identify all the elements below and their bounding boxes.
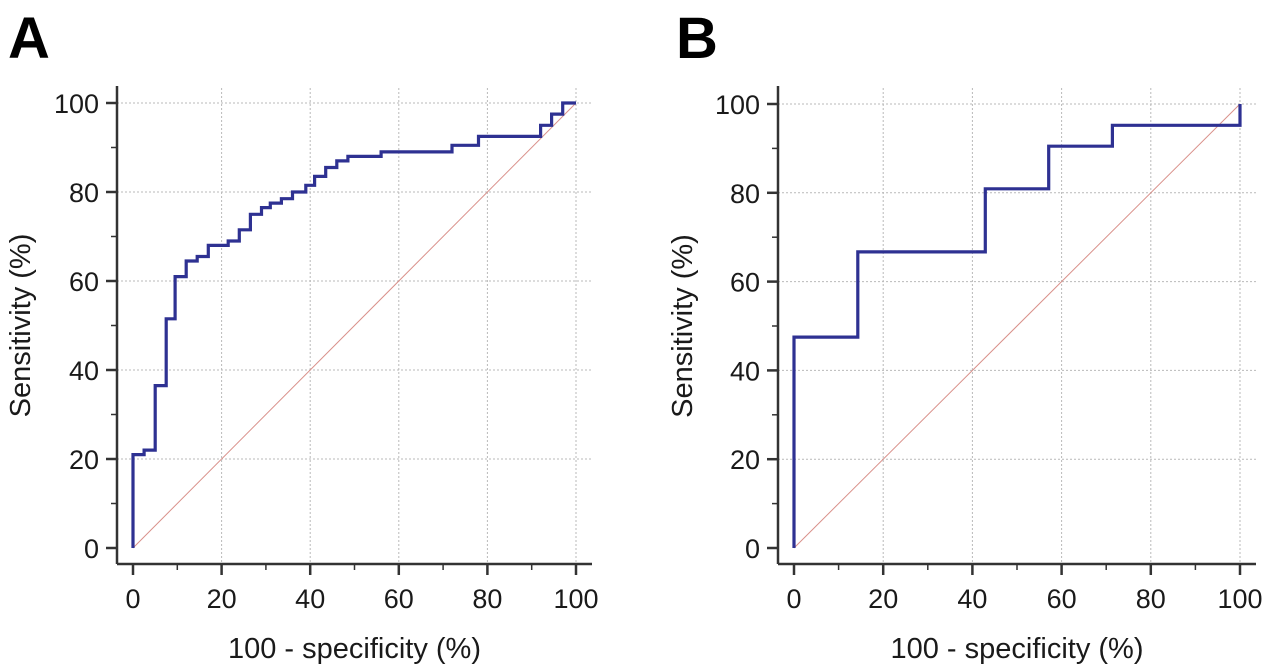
x-axis-label-a: 100 - specificity (%) (228, 633, 481, 665)
x-tick-labels-a: 0 20 40 60 80 100 (125, 584, 598, 614)
y-tick-label: 100 (54, 89, 99, 119)
x-tick-labels-b: 0 20 40 60 80 100 (786, 584, 1262, 614)
reference-diagonal-a (132, 102, 577, 549)
x-tick-label: 100 (553, 584, 598, 614)
axes-b (767, 86, 1256, 575)
panel-a: A 0 20 40 60 80 100 0 20 40 60 80 100 100 - specif… (5, 6, 599, 665)
y-tick-label: 100 (715, 90, 760, 120)
x-tick-label: 60 (384, 584, 414, 614)
y-tick-labels-a: 0 20 40 60 80 100 (54, 89, 99, 564)
y-axis-label-a: Sensitivity (%) (5, 234, 37, 418)
x-tick-label: 80 (1136, 584, 1166, 614)
panel-letter-b: B (676, 6, 718, 71)
x-tick-label: 40 (957, 584, 987, 614)
panel-letter-a: A (8, 6, 50, 71)
reference-diagonal-b (793, 103, 1241, 549)
y-tick-label: 40 (730, 356, 760, 386)
y-tick-label: 60 (69, 267, 99, 297)
x-tick-label: 0 (125, 584, 140, 614)
grid-b (778, 88, 1256, 564)
y-tick-label: 40 (69, 356, 99, 386)
roc-curve-a (131, 101, 576, 548)
y-axis-label-b: Sensitivity (%) (667, 234, 699, 418)
axes-a (106, 86, 592, 575)
x-tick-label: 80 (472, 584, 502, 614)
y-tick-label: 20 (69, 445, 99, 475)
x-tick-label: 100 (1217, 584, 1262, 614)
y-tick-label: 0 (84, 534, 99, 564)
y-tick-labels-b: 0 20 40 60 80 100 (715, 90, 760, 564)
y-tick-label: 80 (69, 178, 99, 208)
y-tick-label: 20 (730, 445, 760, 475)
x-axis-label-b: 100 - specificity (%) (890, 633, 1143, 665)
x-tick-label: 20 (207, 584, 237, 614)
x-tick-label: 40 (295, 584, 325, 614)
panel-b: B 0 20 40 60 80 100 0 20 40 60 80 100 100 - specif… (667, 6, 1263, 665)
y-tick-label: 0 (745, 534, 760, 564)
x-tick-label: 60 (1047, 584, 1077, 614)
x-tick-label: 20 (868, 584, 898, 614)
y-tick-label: 80 (730, 179, 760, 209)
y-tick-label: 60 (730, 268, 760, 298)
grid-a (117, 88, 592, 564)
roc-curve-b (792, 104, 1242, 548)
x-tick-label: 0 (786, 584, 801, 614)
